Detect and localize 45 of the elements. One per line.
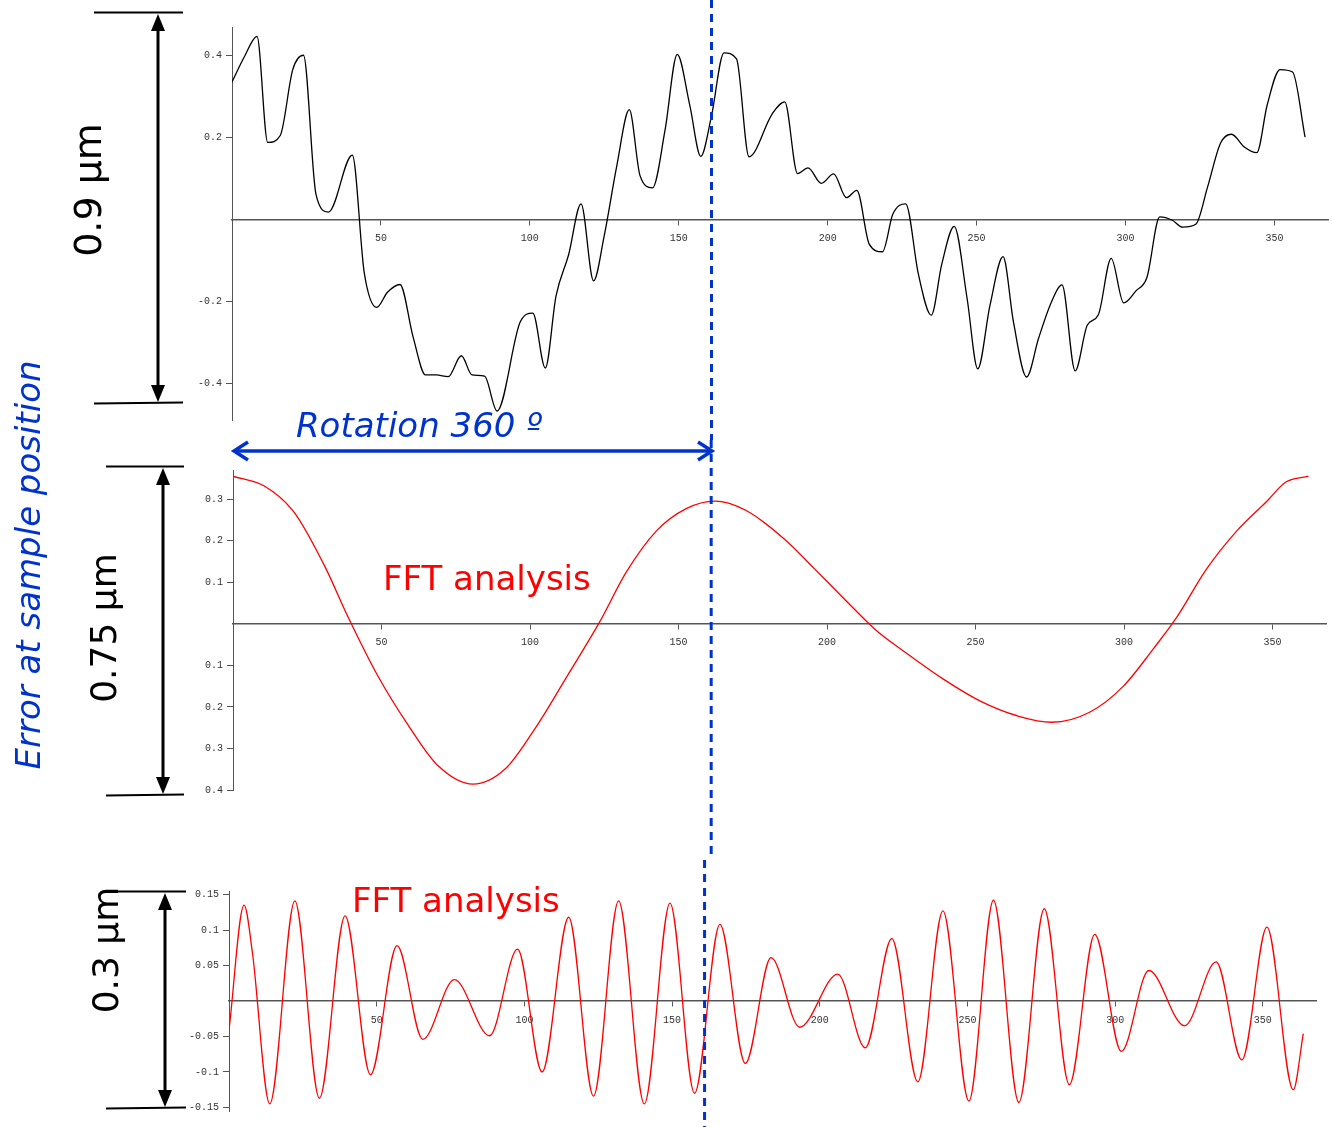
x-tick-label: 50 [375,637,388,649]
x-tick-label: 150 [663,1014,682,1026]
x-tick-label: 350 [1263,637,1282,649]
y-axis-title: Error at sample position [8,360,48,770]
y-tick-label: 0.2 [204,701,223,713]
y-tick-label: -0.1 [194,1066,219,1078]
x-tick-label: 250 [966,637,985,649]
y-tick-label: 0.3 [204,493,223,505]
line-series [233,475,1310,785]
annotation: Rotation 360 º [296,405,543,445]
y-tick-label: 0.05 [194,960,219,972]
x-tick-label: 350 [1265,233,1284,245]
y-tick-label: -0.2 [197,295,222,307]
text: 0.75 µm [83,553,124,703]
text: 0.3 µm [85,886,126,1014]
y-tick-label: 0.1 [204,576,223,588]
y-tick-label: 0.4 [204,784,223,796]
y-tick-label: 0.1 [204,659,223,671]
x-tick-label: 350 [1253,1014,1272,1026]
text: 0.9 µm [66,123,110,257]
x-tick-label: 50 [370,1014,383,1026]
x-tick-label: 300 [1116,233,1135,245]
y-tick-label: -0.4 [197,377,222,389]
y-tick-label: 0.2 [203,132,222,144]
y-tick-label: 0.4 [203,50,222,62]
x-tick-label: 200 [818,637,837,649]
x-tick-label: 250 [958,1014,977,1026]
y-tick-label: 0.15 [194,889,219,901]
x-tick-label: 250 [967,233,986,245]
x-tick-label: 150 [669,637,688,649]
x-tick-label: 100 [521,637,540,649]
x-tick-label: 150 [669,233,688,245]
x-tick-label: 100 [520,233,539,245]
x-tick-label: 200 [818,233,837,245]
y-tick-label: 0.3 [204,743,223,755]
x-tick-label: 200 [810,1014,829,1026]
annotation: FFT analysis [383,558,591,598]
y-tick-label: -0.15 [188,1102,219,1114]
line-series [232,35,1306,412]
y-tick-label: -0.05 [188,1031,219,1043]
x-tick-label: 300 [1115,637,1134,649]
x-tick-label: 50 [374,233,387,245]
y-tick-label: 0.2 [204,535,223,547]
y-tick-label: 0.1 [200,924,219,936]
annotation: FFT analysis [352,880,560,920]
